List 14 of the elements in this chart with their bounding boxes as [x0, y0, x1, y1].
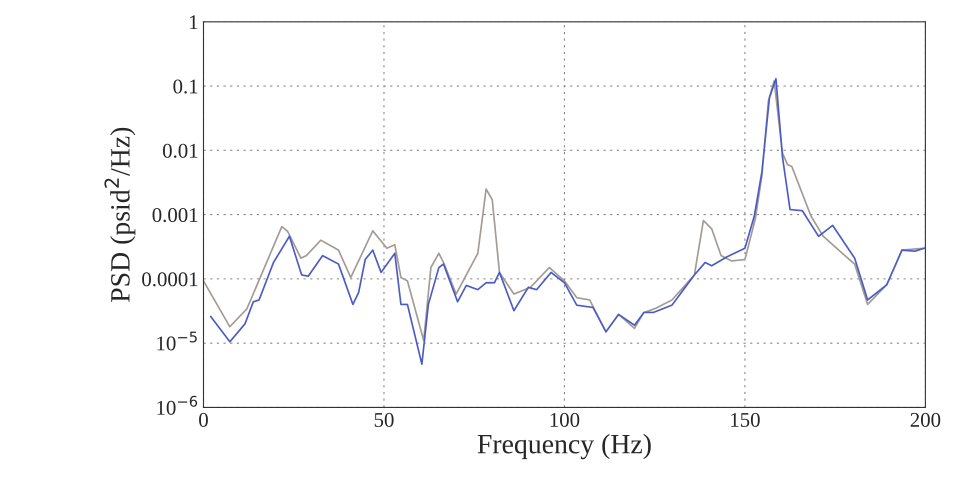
x-tick-label: 50: [374, 412, 394, 427]
x-tick-label: 150: [731, 412, 760, 427]
y-axis-title: PSD (psid$^{2}$/Hz): [104, 128, 136, 302]
y-tick-label: 10$^{−5}$: [157, 332, 197, 350]
x-tick-label: 100: [550, 412, 580, 427]
x-tick-label: 0: [199, 412, 208, 427]
y-tick-label: 10$^{−6}$: [157, 396, 198, 415]
y-tick-label: 0.01: [162, 144, 198, 158]
x-axis-title: Frequency (Hz): [478, 434, 651, 460]
y-tick-label: 1: [190, 15, 198, 30]
y-tick-label: 0.0001: [142, 272, 198, 286]
x-tick-label: 200: [910, 412, 940, 427]
y-tick-label: 0.1: [173, 79, 198, 94]
y-tick-label: 0.001: [152, 208, 198, 222]
